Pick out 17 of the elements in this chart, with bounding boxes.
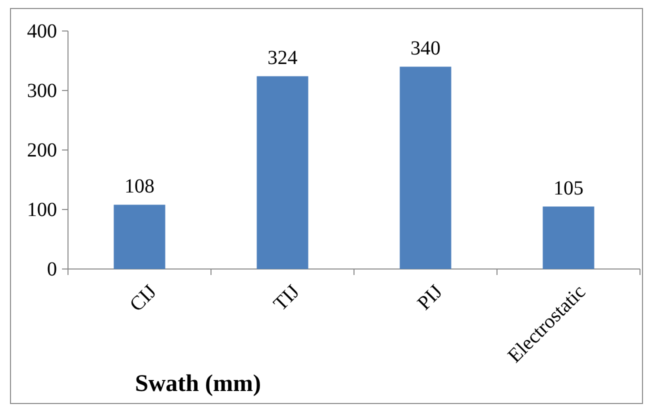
x-tick-label: CIJ xyxy=(126,280,162,316)
y-tick-label: 300 xyxy=(27,80,57,102)
bar xyxy=(542,206,594,269)
data-label: 108 xyxy=(124,176,154,198)
x-tick-label: TIJ xyxy=(270,280,304,316)
data-label: 340 xyxy=(410,38,440,60)
data-label: 105 xyxy=(554,178,584,200)
y-tick-label: 0 xyxy=(47,258,57,280)
bar xyxy=(256,76,308,269)
y-tick-label: 200 xyxy=(27,139,57,162)
x-axis-title: Swath (mm) xyxy=(135,371,261,397)
y-tick-label: 100 xyxy=(27,198,57,221)
bar xyxy=(400,66,452,269)
data-label: 324 xyxy=(268,47,298,70)
x-tick-label: PIJ xyxy=(413,280,448,315)
y-tick-label: 400 xyxy=(27,20,57,42)
bar xyxy=(114,204,166,269)
